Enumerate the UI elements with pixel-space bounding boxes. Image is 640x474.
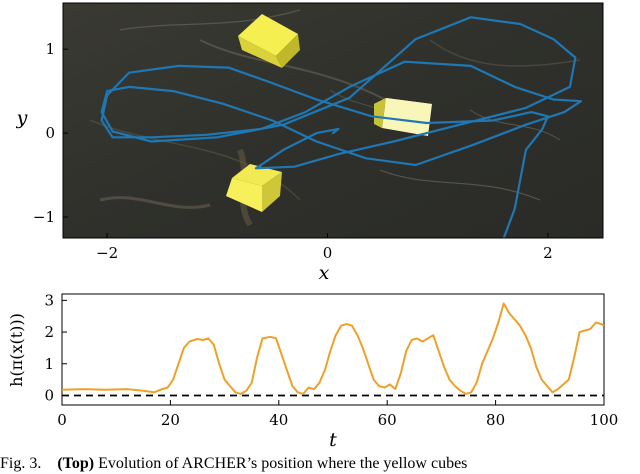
bottom-x-tick-label: 40 (269, 411, 288, 429)
trajectory-line (100, 16, 583, 238)
caption-fig-label: Fig. 3. (0, 455, 42, 472)
bottom-x-tick-label: 80 (486, 411, 505, 429)
figure-caption: Fig. 3. (Top) Evolution of ARCHER’s posi… (0, 455, 640, 473)
bottom-plot: 0 20 40 60 80 100 0 1 2 3 t h(π(x(t))) (7, 291, 618, 451)
floor-photo (63, 3, 603, 238)
bottom-x-tick-label: 20 (161, 411, 180, 429)
top-x-axis-label: x (319, 262, 330, 284)
bottom-y-tick-label: 1 (44, 355, 54, 373)
top-axis-ticks: −2 0 2 −1 0 1 (33, 40, 553, 262)
bottom-y-tick-label: 2 (44, 323, 54, 341)
bottom-y-tick-label: 3 (44, 291, 54, 309)
top-y-tick-label: −1 (33, 208, 55, 226)
h-value-line (62, 302, 604, 395)
bottom-x-axis-label: t (329, 429, 337, 451)
caption-bold: (Top) (57, 455, 95, 472)
top-x-tick-label: 0 (323, 244, 333, 262)
bottom-y-tick-label: 0 (44, 386, 54, 404)
bottom-y-axis-label: h(π(x(t))) (7, 313, 26, 387)
top-x-tick-label: −2 (96, 244, 118, 262)
top-plot: −2 0 2 −1 0 1 x y (16, 2, 604, 284)
top-plot-frame (62, 2, 604, 239)
top-y-tick-label: 1 (45, 40, 55, 58)
yellow-cube-1 (238, 14, 300, 68)
yellow-cube-2 (374, 98, 432, 136)
caption-text: Evolution of ARCHER’s position where the… (98, 455, 468, 472)
bottom-x-tick-label: 60 (378, 411, 397, 429)
bottom-axis-ticks: 0 20 40 60 80 100 0 1 2 3 (44, 291, 618, 429)
top-y-tick-label: 0 (45, 124, 55, 142)
bottom-plot-frame (61, 293, 605, 406)
bottom-x-tick-label: 0 (57, 411, 67, 429)
top-x-tick-label: 2 (543, 244, 553, 262)
yellow-cube-3 (226, 164, 282, 212)
top-y-axis-label: y (16, 107, 28, 129)
bottom-x-tick-label: 100 (590, 411, 619, 429)
